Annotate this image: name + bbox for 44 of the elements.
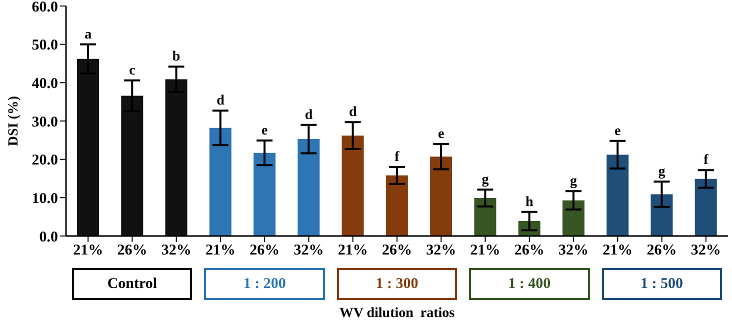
data-label: h <box>526 194 534 210</box>
data-label: g <box>482 172 489 188</box>
x-tick-label: 32% <box>161 242 192 259</box>
y-tick-label: 40.0 <box>32 76 58 92</box>
data-label: e <box>614 124 621 139</box>
x-tick-label: 26% <box>250 242 280 259</box>
y-tick-label: 30.0 <box>32 114 58 130</box>
y-axis-title: DSI (%) <box>6 96 22 146</box>
text: 1 : 300 <box>376 276 418 292</box>
x-tick-label: 21% <box>470 242 500 259</box>
data-label: f <box>394 150 400 165</box>
y-tick-label: 20.0 <box>32 152 58 169</box>
x-tick-label: 26% <box>514 242 544 259</box>
x-tick-label: 32% <box>294 242 324 259</box>
y-tick-label: 10.0 <box>32 190 58 207</box>
data-label: g <box>570 174 578 190</box>
x-tick-label: 21% <box>602 242 633 259</box>
x-axis-title: WV dilution ratios <box>338 306 456 322</box>
x-tick-label: 26% <box>117 242 148 259</box>
data-label: b <box>172 50 180 65</box>
data-label: c <box>129 63 136 78</box>
x-tick-label: 21% <box>205 242 236 259</box>
text: 1 : 200 <box>243 276 286 292</box>
y-tick-label: 50.0 <box>32 38 58 54</box>
data-label: f <box>704 153 709 168</box>
text: 1 : 500 <box>640 276 684 292</box>
x-tick-label: 32% <box>690 242 721 259</box>
text: Control <box>107 276 158 292</box>
x-tick-label: 26% <box>646 242 677 259</box>
y-tick-label: 0.0 <box>39 229 58 246</box>
x-tick-label: 21% <box>73 242 104 259</box>
x-tick-label: 26% <box>382 242 412 259</box>
data-label: d <box>348 105 357 120</box>
data-label: d <box>304 108 313 123</box>
y-tick-label: 60.0 <box>32 0 58 16</box>
data-label: e <box>261 124 268 139</box>
x-tick-label: 21% <box>338 242 368 259</box>
data-label: a <box>84 27 92 42</box>
data-label: d <box>216 94 225 109</box>
x-tick-label: 32% <box>426 242 456 259</box>
data-label: g <box>658 164 666 180</box>
x-tick-label: 32% <box>558 242 589 259</box>
data-label: e <box>438 127 444 142</box>
text: 1 : 400 <box>508 276 551 292</box>
